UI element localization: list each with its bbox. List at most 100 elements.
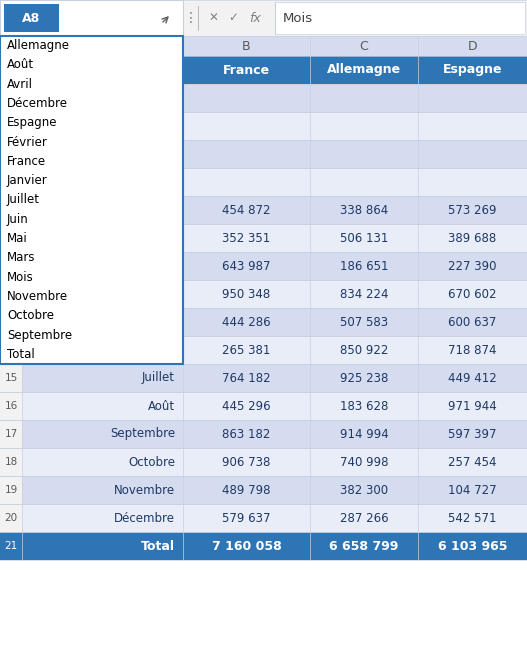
Text: 389 688: 389 688 (448, 232, 496, 245)
Bar (0, 532, 527, 560)
Text: 183 628: 183 628 (340, 400, 388, 413)
Text: 382 300: 382 300 (340, 484, 388, 496)
Bar (0, 448, 22, 476)
Bar (0, 364, 22, 392)
Text: D: D (467, 40, 477, 53)
Bar (0, 504, 22, 532)
Text: Juin: Juin (7, 213, 29, 226)
Bar (0, 280, 527, 308)
Bar (0, 392, 22, 420)
Text: 643 987: 643 987 (222, 260, 271, 273)
Text: 542 571: 542 571 (448, 511, 497, 524)
Text: B: B (242, 40, 251, 53)
Text: Août: Août (7, 58, 34, 71)
Text: 227 390: 227 390 (448, 260, 497, 273)
Bar (0, 0, 527, 36)
Text: 506 131: 506 131 (340, 232, 388, 245)
Bar (0, 476, 22, 504)
Text: 950 348: 950 348 (222, 288, 271, 300)
Bar (0, 504, 527, 532)
Text: 19: 19 (4, 485, 17, 495)
Text: Novembre: Novembre (7, 290, 68, 303)
Text: 449 412: 449 412 (448, 371, 497, 384)
Bar (275, 2, 525, 34)
Text: 971 944: 971 944 (448, 400, 497, 413)
Text: 444 286: 444 286 (222, 315, 271, 328)
Text: 18: 18 (4, 457, 17, 467)
Text: 338 864: 338 864 (340, 204, 388, 217)
Text: Janvier: Janvier (7, 174, 48, 187)
Text: 489 798: 489 798 (222, 484, 271, 496)
Bar (0, 36, 22, 56)
Text: ⋮: ⋮ (184, 11, 198, 25)
Bar (0, 392, 527, 420)
Bar (0, 140, 527, 168)
Text: 906 738: 906 738 (222, 456, 271, 469)
Text: 21: 21 (4, 541, 17, 551)
Text: 507 583: 507 583 (340, 315, 388, 328)
Bar (0, 168, 527, 196)
Bar (0, 476, 527, 504)
Text: Allemagne: Allemagne (7, 39, 70, 52)
Text: 925 238: 925 238 (340, 371, 388, 384)
Text: Total: Total (141, 539, 175, 552)
Text: 764 182: 764 182 (222, 371, 271, 384)
Bar (0, 420, 527, 448)
Text: 445 296: 445 296 (222, 400, 271, 413)
Bar (0, 36, 527, 56)
Text: Espagne: Espagne (443, 64, 502, 77)
Bar (0, 196, 527, 224)
Text: 257 454: 257 454 (448, 456, 497, 469)
Text: 6 103 965: 6 103 965 (438, 539, 508, 552)
Bar (0, 308, 527, 336)
Text: 834 224: 834 224 (340, 288, 388, 300)
Bar (0, 84, 527, 112)
Bar (0, 0, 183, 36)
Text: Décembre: Décembre (7, 97, 68, 110)
Text: 352 351: 352 351 (222, 232, 271, 245)
Bar (0, 56, 527, 84)
Text: Total: Total (7, 348, 35, 361)
Text: Mois: Mois (7, 271, 34, 284)
Text: 670 602: 670 602 (448, 288, 497, 300)
Text: Juillet: Juillet (7, 193, 40, 206)
Text: 15: 15 (4, 373, 17, 383)
Text: 454 872: 454 872 (222, 204, 271, 217)
Text: 863 182: 863 182 (222, 428, 271, 441)
Bar (4, 4, 59, 32)
Text: fx: fx (249, 12, 261, 25)
Text: Mars: Mars (7, 251, 35, 264)
Text: 597 397: 597 397 (448, 428, 497, 441)
Text: Avril: Avril (7, 78, 33, 91)
Bar (0, 448, 527, 476)
Bar (0, 252, 527, 280)
Text: Novembre: Novembre (114, 484, 175, 496)
Text: 287 266: 287 266 (340, 511, 388, 524)
Text: France: France (223, 64, 270, 77)
Bar (22, 56, 183, 84)
Text: Allemagne: Allemagne (327, 64, 401, 77)
Text: Mai: Mai (7, 232, 28, 245)
Bar (0, 36, 183, 364)
Bar (0, 56, 22, 84)
Bar (0, 112, 527, 140)
Text: Espagne: Espagne (7, 116, 57, 129)
Bar (22, 36, 183, 56)
Text: Décembre: Décembre (114, 511, 175, 524)
Text: 718 874: 718 874 (448, 343, 497, 356)
Text: 914 994: 914 994 (339, 428, 388, 441)
Bar (0, 420, 22, 448)
Bar (0, 224, 527, 252)
Text: Mois: Mois (283, 12, 313, 25)
Text: 6 658 799: 6 658 799 (329, 539, 399, 552)
Text: A8: A8 (22, 12, 41, 25)
Text: 17: 17 (4, 429, 17, 439)
Text: ✓: ✓ (228, 12, 238, 25)
Text: Juillet: Juillet (142, 371, 175, 384)
Text: Septembre: Septembre (7, 328, 72, 341)
Text: Octobre: Octobre (128, 456, 175, 469)
Text: 740 998: 740 998 (340, 456, 388, 469)
Text: 265 381: 265 381 (222, 343, 271, 356)
Text: ✕: ✕ (208, 12, 218, 25)
Text: 186 651: 186 651 (340, 260, 388, 273)
